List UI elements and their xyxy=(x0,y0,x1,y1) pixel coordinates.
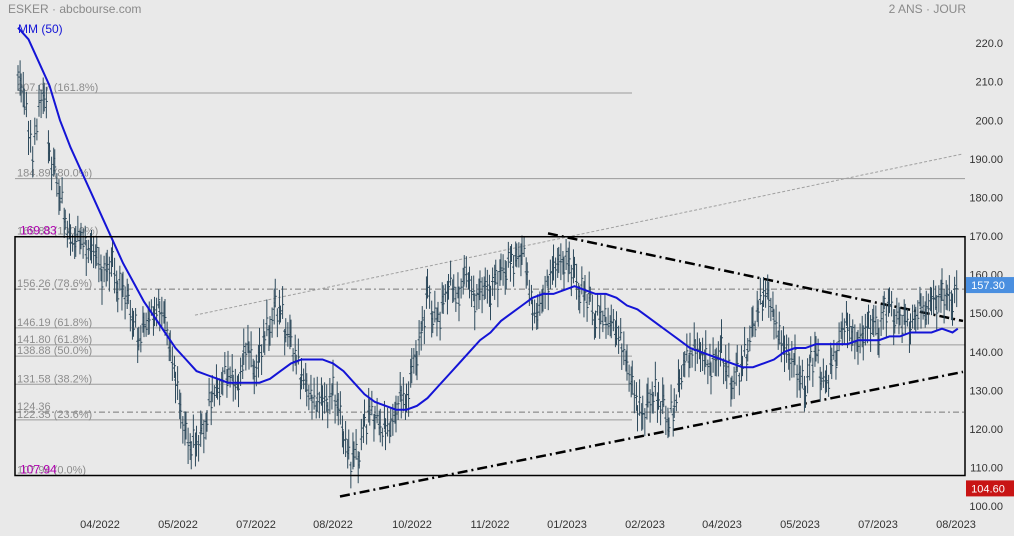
x-tick-label: 04/2023 xyxy=(702,519,742,531)
fib-level-label: 107.94 (0.0%) xyxy=(17,465,86,477)
low-price-label: 104.60 xyxy=(971,483,1005,495)
x-tick-label: 07/2022 xyxy=(236,519,276,531)
ma-legend-label: MM (50) xyxy=(18,22,63,36)
fib-magenta-label: 169.83 xyxy=(20,224,57,238)
x-tick-label: 07/2023 xyxy=(858,519,898,531)
y-tick-label: 180.00 xyxy=(969,192,1003,204)
last-price-badge xyxy=(966,277,1014,294)
y-tick-label: 100.00 xyxy=(969,501,1003,513)
moving-average-line xyxy=(17,27,959,411)
fib-level-label: 122.35 (23.6%) xyxy=(17,409,92,421)
y-tick-label: 200.0 xyxy=(975,115,1003,127)
x-tick-label: 08/2023 xyxy=(936,519,976,531)
chart-period-label: 2 ANS · JOUR xyxy=(888,2,966,16)
fib-level-label: 146.19 (61.8%) xyxy=(17,317,92,329)
fib-level-label: 156.26 (78.6%) xyxy=(17,278,92,290)
x-tick-label: 08/2022 xyxy=(313,519,353,531)
x-tick-label: 01/2023 xyxy=(547,519,587,531)
fib-level-label: 138.88 (50.0%) xyxy=(17,345,92,357)
y-tick-label: 150.00 xyxy=(969,308,1003,320)
y-tick-label: 110.00 xyxy=(970,463,1003,475)
x-tick-label: 05/2022 xyxy=(158,519,198,531)
fib-magenta-label: 107.94 xyxy=(20,463,57,477)
y-axis-strip xyxy=(966,0,1014,536)
y-axis: 220.0210.0200.0190.00180.00170.00160.001… xyxy=(966,0,1014,536)
x-tick-label: 11/2022 xyxy=(471,519,510,531)
y-tick-label: 140.00 xyxy=(969,347,1003,359)
last-price-label: 157.30 xyxy=(971,280,1005,292)
x-tick-label: 04/2022 xyxy=(80,519,120,531)
x-tick-label: 02/2023 xyxy=(625,519,665,531)
chart-source-label: ESKER · abcbourse.com xyxy=(8,2,142,16)
y-tick-label: 130.00 xyxy=(969,385,1003,397)
fib-level-label: 131.58 (38.2%) xyxy=(17,373,92,385)
x-tick-label: 10/2022 xyxy=(392,519,432,531)
fib-level-label: 124.36 xyxy=(17,401,51,413)
y-tick-label: 170.00 xyxy=(969,231,1003,243)
y-tick-label: 210.0 xyxy=(975,77,1003,89)
low-price-badge xyxy=(966,480,1014,497)
price-bars xyxy=(16,60,959,489)
fibonacci-levels: 207.07 (161.8%)184.89 (80.0%)169.83 (100… xyxy=(15,82,965,477)
channel-line xyxy=(194,153,964,316)
x-axis: 04/2022 05/2022 07/2022 08/2022 10/2022 11/20… xyxy=(80,519,976,531)
fib-level-label: 207.07 (161.8%) xyxy=(17,82,98,94)
y-tick-label: 120.00 xyxy=(969,424,1003,436)
fib-level-label: 141.80 (61.8%) xyxy=(17,334,92,346)
x-tick-label: 05/2023 xyxy=(780,519,820,531)
y-tick-label: 190.00 xyxy=(969,154,1003,166)
y-tick-label: 220.0 xyxy=(975,38,1003,50)
range-box xyxy=(14,235,966,477)
